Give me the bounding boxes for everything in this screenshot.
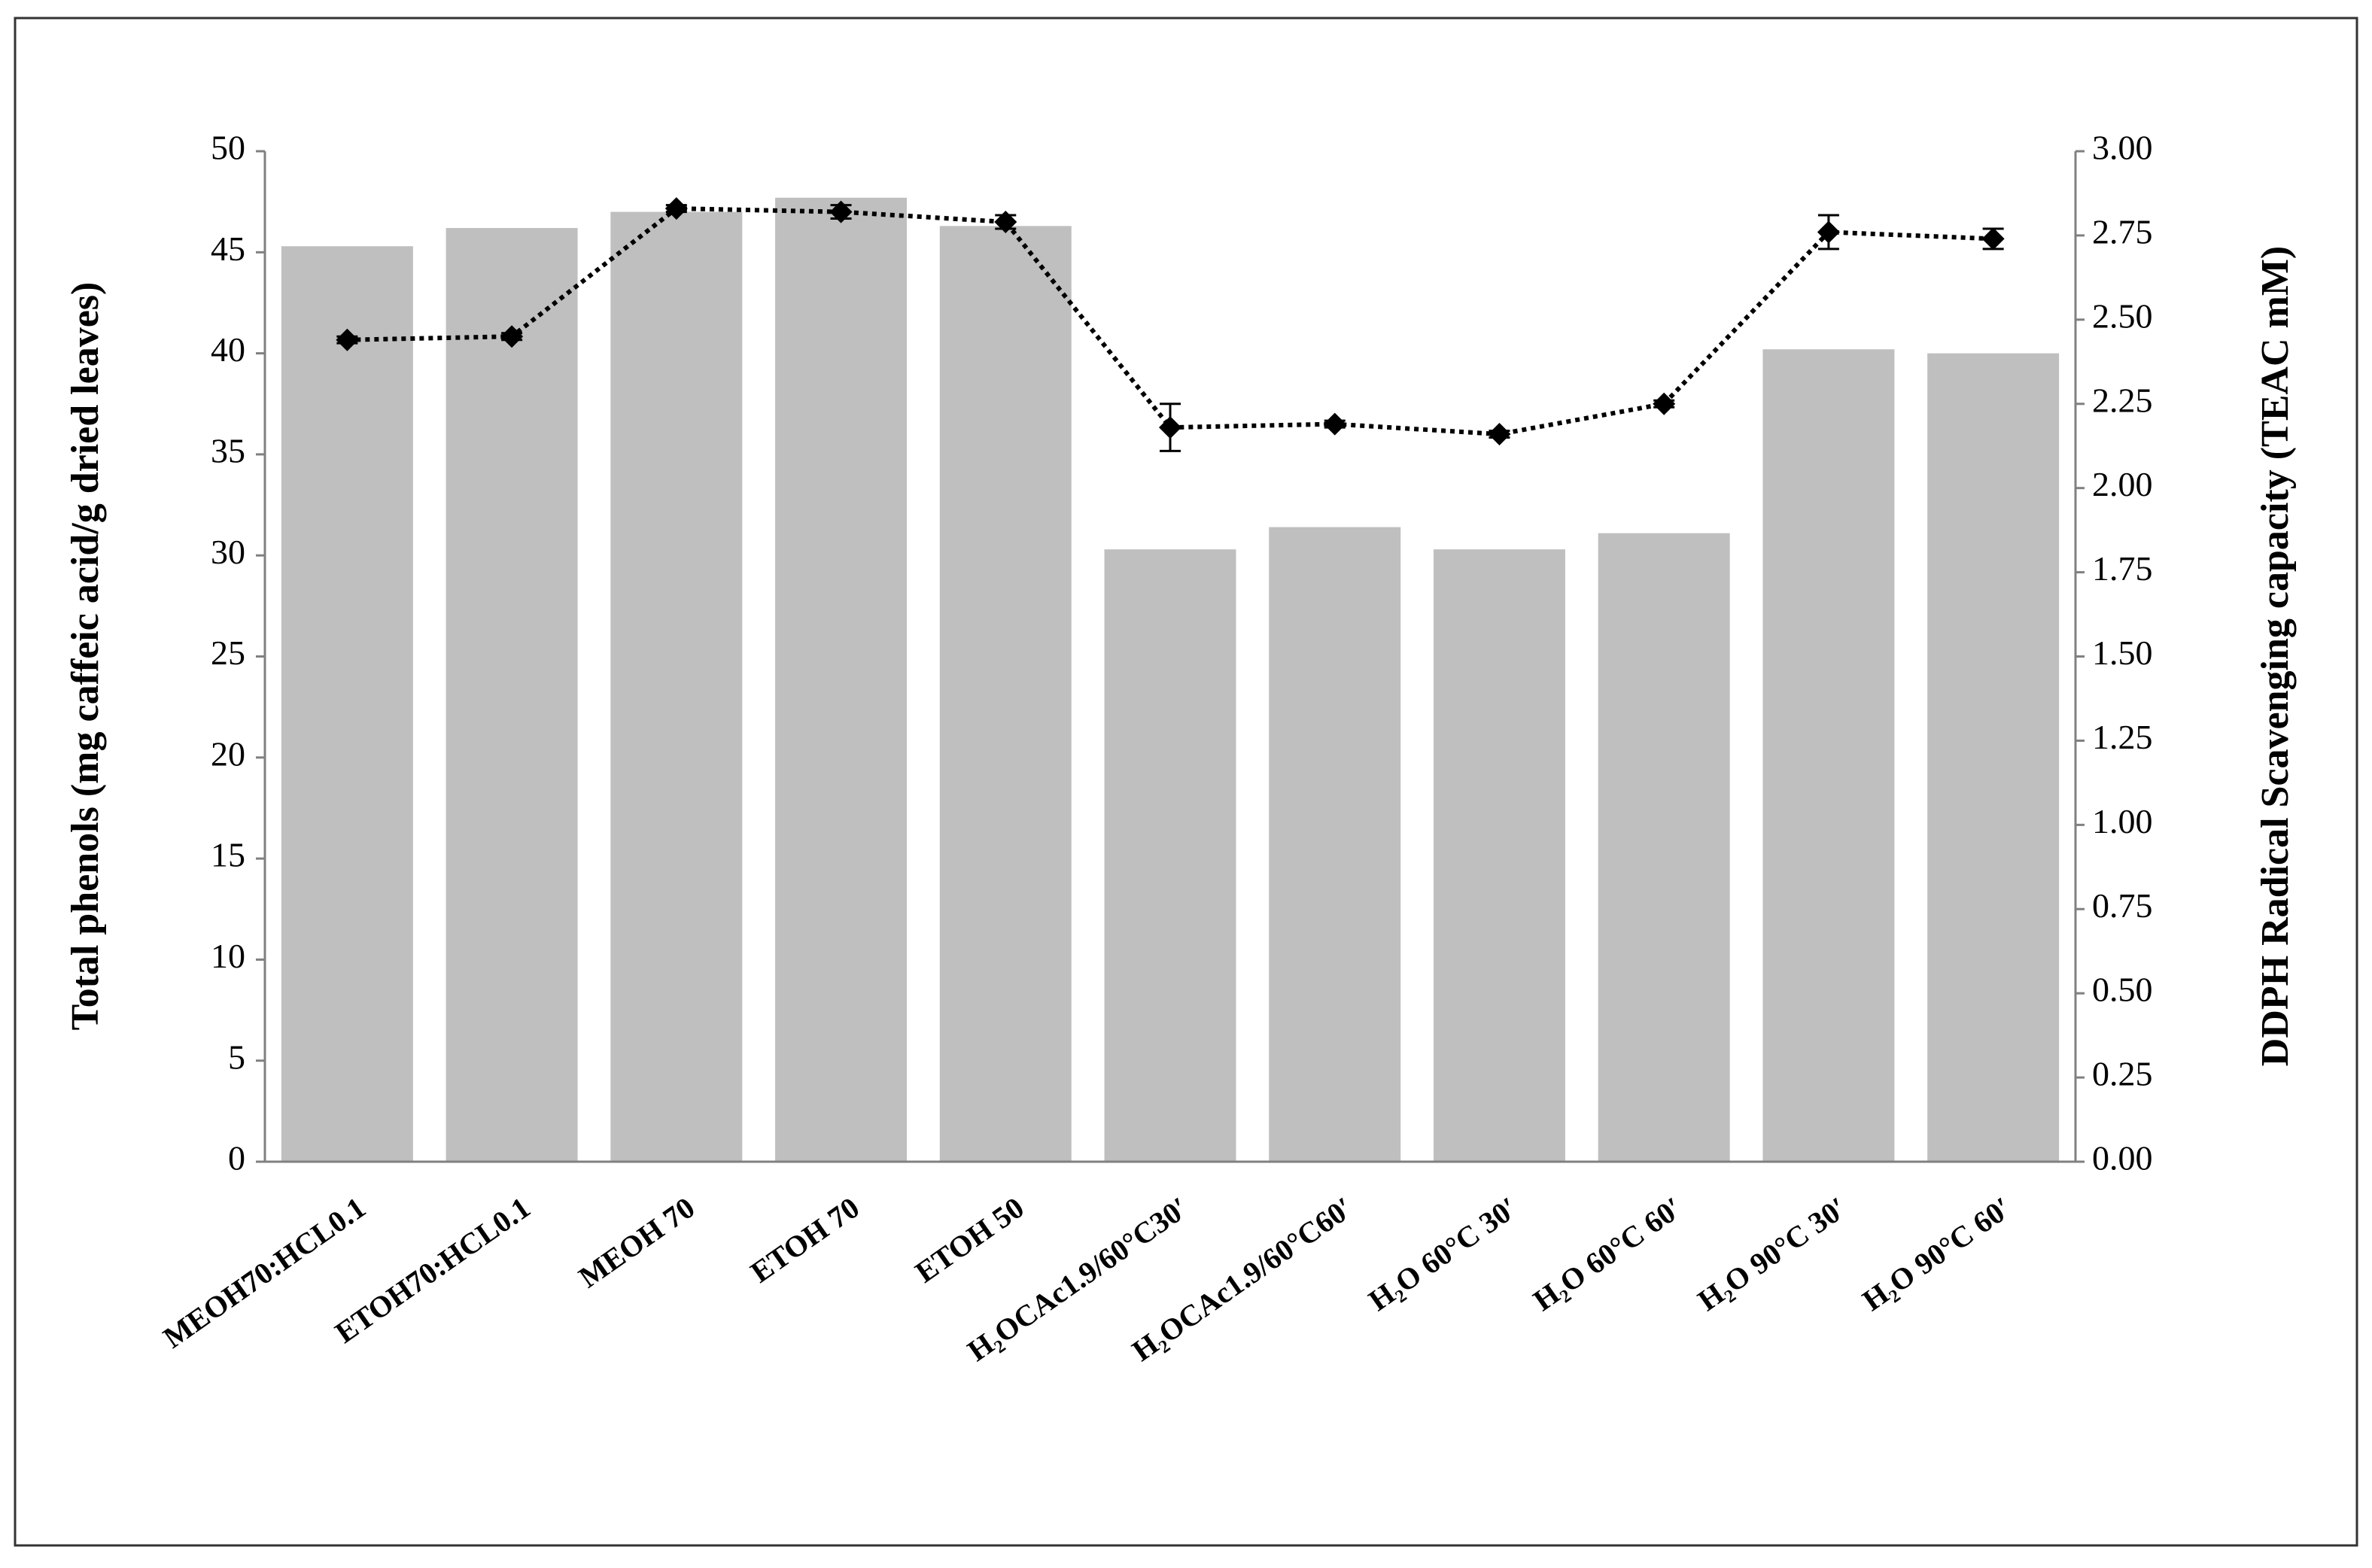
marker <box>1323 412 1346 436</box>
marker <box>994 211 1017 234</box>
bar <box>1598 533 1730 1162</box>
bar <box>1927 353 2060 1162</box>
y-tick-label: 15 <box>211 836 245 874</box>
marker <box>336 328 359 351</box>
y-tick-label: 35 <box>211 431 245 469</box>
y-axis-title: Total phenols (mg caffeic acid/g dried l… <box>64 282 107 1031</box>
y2-tick-label: 0.50 <box>2092 971 2153 1009</box>
x-tick-label: MEOH 70 <box>573 1190 701 1294</box>
y2-tick-label: 2.00 <box>2092 465 2153 503</box>
y2-tick-label: 1.75 <box>2092 549 2153 588</box>
marker <box>1817 220 1840 244</box>
y2-tick-label: 1.00 <box>2092 802 2153 840</box>
marker <box>829 200 853 223</box>
x-tick-label: H₂O 60°C 60′ <box>1527 1190 1689 1317</box>
y-tick-label: 30 <box>211 533 245 571</box>
y-tick-label: 50 <box>211 129 245 167</box>
y2-tick-label: 0.25 <box>2092 1055 2153 1093</box>
bar <box>446 228 578 1162</box>
y2-tick-label: 2.75 <box>2092 212 2153 251</box>
marker <box>664 197 688 220</box>
y-tick-label: 0 <box>228 1139 245 1178</box>
bar <box>1762 349 1895 1162</box>
y2-axis-title: DDPH Radical Scavenging capacity (TEAC m… <box>2254 246 2297 1066</box>
x-tick-label: H₂O 90°C 60′ <box>1857 1190 2018 1317</box>
y-tick-label: 45 <box>211 229 245 268</box>
bar <box>610 211 743 1162</box>
bar <box>775 197 908 1162</box>
bar <box>281 246 413 1162</box>
bar <box>1104 549 1236 1162</box>
marker <box>1159 416 1181 439</box>
line <box>347 206 1993 437</box>
y-tick-label: 25 <box>211 634 245 672</box>
marker <box>500 325 524 348</box>
marker <box>1653 392 1676 415</box>
y-tick-label: 10 <box>211 937 245 975</box>
y2-tick-label: 3.00 <box>2092 129 2153 167</box>
y2-tick-label: 0.00 <box>2092 1139 2153 1178</box>
y2-tick-label: 1.25 <box>2092 718 2153 756</box>
x-tick-label: ETOH 70 <box>744 1190 865 1289</box>
marker <box>1488 423 1511 446</box>
bar <box>1269 527 1401 1162</box>
y2-tick-label: 0.75 <box>2092 886 2153 925</box>
y-tick-label: 20 <box>211 734 245 773</box>
y-tick-label: 5 <box>228 1038 245 1076</box>
y2-tick-label: 2.25 <box>2092 381 2153 419</box>
y2-tick-label: 2.50 <box>2092 296 2153 335</box>
frame <box>14 17 2358 1547</box>
y-tick-label: 40 <box>211 330 245 369</box>
bar <box>1433 549 1565 1162</box>
marker <box>1981 227 2005 251</box>
x-tick-label: H₂O 90°C 30′ <box>1692 1190 1854 1317</box>
x-tick-label: H₂O 60°C 30′ <box>1362 1190 1524 1317</box>
bar <box>939 226 1072 1162</box>
x-tick-label: ETOH 50 <box>909 1190 1030 1289</box>
y2-tick-label: 1.50 <box>2092 634 2153 672</box>
